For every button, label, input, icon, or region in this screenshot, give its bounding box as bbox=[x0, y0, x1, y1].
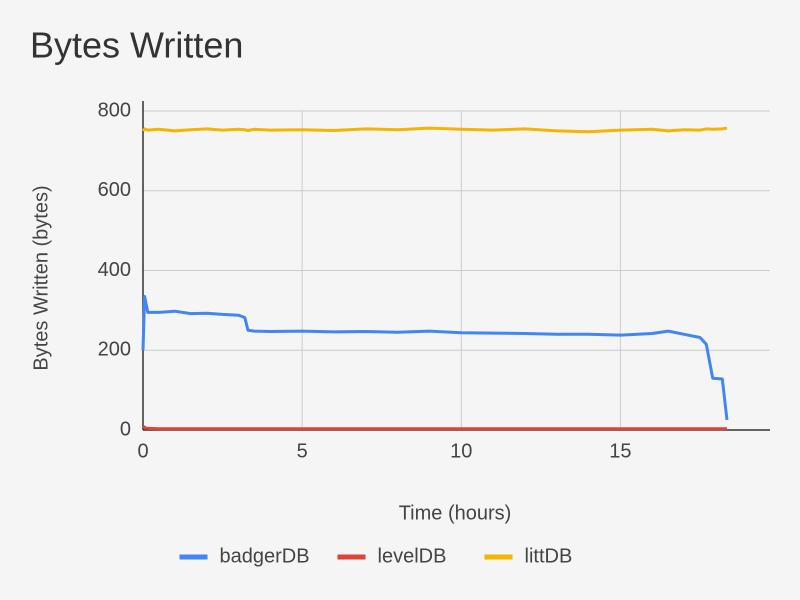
y-tick-label: 800 bbox=[98, 99, 131, 121]
y-tick-label: 400 bbox=[98, 259, 131, 281]
x-tick-label: 10 bbox=[450, 440, 472, 462]
y-tick-label: 600 bbox=[98, 179, 131, 201]
y-tick-label: 0 bbox=[120, 418, 131, 440]
legend-label: badgerDB bbox=[220, 545, 310, 567]
x-axis-title: Time (hours) bbox=[399, 502, 512, 524]
x-tick-label: 5 bbox=[297, 440, 308, 462]
series-line bbox=[141, 294, 729, 421]
legend-label: littDB bbox=[525, 545, 573, 567]
legend-label: levelDB bbox=[378, 545, 447, 567]
x-tick-label: 0 bbox=[137, 440, 148, 462]
x-tick-label: 15 bbox=[609, 440, 631, 462]
series-line bbox=[141, 424, 727, 431]
series-line bbox=[141, 126, 728, 134]
y-tick-label: 200 bbox=[98, 339, 131, 361]
y-axis-title: Bytes Written (bytes) bbox=[30, 185, 52, 370]
chart-title: Bytes Written bbox=[30, 25, 243, 66]
